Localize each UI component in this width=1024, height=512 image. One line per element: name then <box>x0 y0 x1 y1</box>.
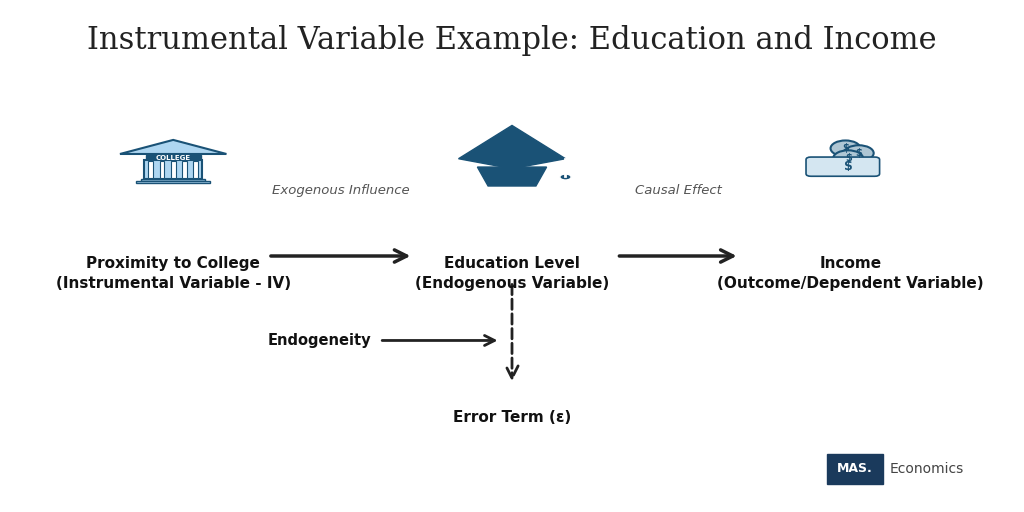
Text: Income
(Outcome/Dependent Variable): Income (Outcome/Dependent Variable) <box>718 256 984 291</box>
Text: $: $ <box>845 153 852 163</box>
Bar <box>136 181 210 183</box>
Text: Causal Effect: Causal Effect <box>635 184 722 197</box>
Text: Education Level
(Endogenous Variable): Education Level (Endogenous Variable) <box>415 256 609 291</box>
Bar <box>160 161 165 179</box>
Text: Instrumental Variable Example: Education and Income: Instrumental Variable Example: Education… <box>87 26 937 56</box>
Bar <box>148 161 154 179</box>
FancyBboxPatch shape <box>806 157 880 176</box>
Bar <box>144 160 203 179</box>
Bar <box>171 161 175 179</box>
Text: MAS.: MAS. <box>837 462 872 476</box>
Bar <box>182 161 186 179</box>
Text: Economics: Economics <box>890 462 964 476</box>
Text: $: $ <box>842 143 849 154</box>
Text: Exogenous Influence: Exogenous Influence <box>271 184 410 197</box>
Circle shape <box>560 174 571 180</box>
Text: $: $ <box>844 160 853 173</box>
Polygon shape <box>477 167 547 186</box>
Text: Error Term (ε): Error Term (ε) <box>453 410 571 424</box>
Text: Endogeneity: Endogeneity <box>268 333 372 348</box>
Circle shape <box>844 145 873 161</box>
Circle shape <box>834 151 863 166</box>
Bar <box>826 454 883 484</box>
Circle shape <box>830 140 860 156</box>
Polygon shape <box>120 140 226 154</box>
Text: Proximity to College
(Instrumental Variable - IV): Proximity to College (Instrumental Varia… <box>55 256 291 291</box>
Polygon shape <box>459 125 565 169</box>
Text: $: $ <box>855 148 862 158</box>
Bar <box>141 179 205 181</box>
Bar <box>145 155 201 161</box>
Text: COLLEGE: COLLEGE <box>156 155 190 161</box>
Bar <box>194 161 198 179</box>
